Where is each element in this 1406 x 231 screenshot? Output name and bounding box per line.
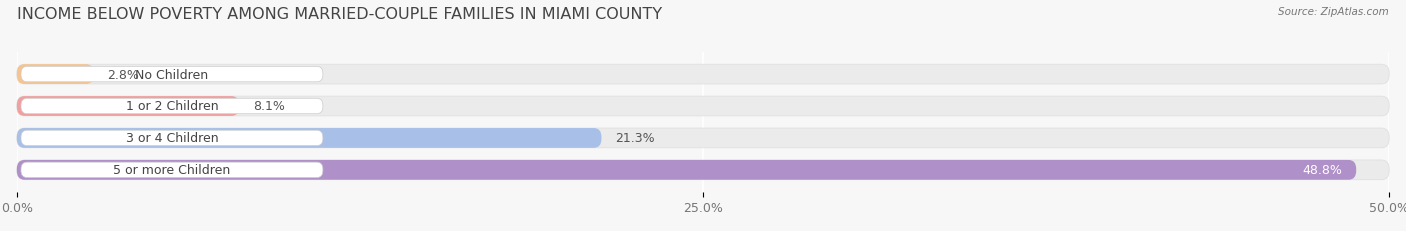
FancyBboxPatch shape bbox=[21, 67, 323, 82]
Text: 8.1%: 8.1% bbox=[253, 100, 285, 113]
Text: No Children: No Children bbox=[135, 68, 208, 81]
Text: 3 or 4 Children: 3 or 4 Children bbox=[125, 132, 218, 145]
Text: 21.3%: 21.3% bbox=[616, 132, 655, 145]
FancyBboxPatch shape bbox=[21, 99, 323, 114]
Text: 5 or more Children: 5 or more Children bbox=[114, 164, 231, 176]
FancyBboxPatch shape bbox=[17, 128, 1389, 148]
Text: 2.8%: 2.8% bbox=[107, 68, 139, 81]
FancyBboxPatch shape bbox=[17, 160, 1389, 180]
Text: 48.8%: 48.8% bbox=[1302, 164, 1343, 176]
Text: INCOME BELOW POVERTY AMONG MARRIED-COUPLE FAMILIES IN MIAMI COUNTY: INCOME BELOW POVERTY AMONG MARRIED-COUPL… bbox=[17, 7, 662, 22]
FancyBboxPatch shape bbox=[17, 65, 94, 85]
FancyBboxPatch shape bbox=[21, 162, 323, 178]
FancyBboxPatch shape bbox=[17, 97, 239, 116]
FancyBboxPatch shape bbox=[17, 160, 1357, 180]
FancyBboxPatch shape bbox=[17, 128, 602, 148]
FancyBboxPatch shape bbox=[21, 131, 323, 146]
FancyBboxPatch shape bbox=[17, 65, 1389, 85]
Text: Source: ZipAtlas.com: Source: ZipAtlas.com bbox=[1278, 7, 1389, 17]
FancyBboxPatch shape bbox=[17, 97, 1389, 116]
Text: 1 or 2 Children: 1 or 2 Children bbox=[125, 100, 218, 113]
